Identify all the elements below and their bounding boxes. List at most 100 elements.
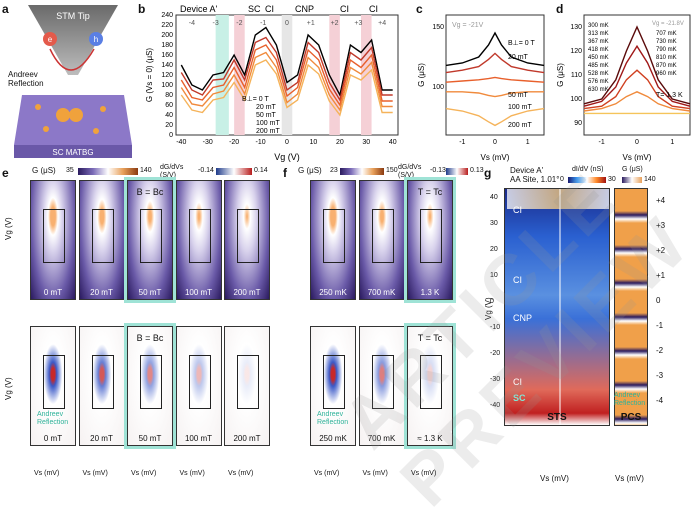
site-label: AA Site, 1.01° [510, 175, 560, 184]
tick-label: -1 [599, 139, 605, 146]
derivative-map: ≈ 1.3 K T = Tc [404, 323, 456, 449]
sts-label: STS [547, 412, 567, 423]
dg-colorbar-label: dG/dVs (S/V) [398, 164, 422, 179]
g-colorbar [622, 177, 642, 183]
map-label: 0 mT [43, 434, 63, 443]
legend-field: 200 mT [508, 122, 532, 129]
map-label: 20 mT [90, 434, 113, 443]
panel-b-letter: b [138, 2, 146, 16]
temp-label: 810 mK [656, 55, 677, 61]
x-axis-label: Vs (mV) [362, 470, 388, 477]
series-line [446, 91, 544, 98]
map-label: 1.3 K [420, 288, 440, 297]
dg-colorbar [216, 168, 252, 175]
roi-box [140, 209, 162, 263]
ci-label: CI [369, 5, 378, 14]
electron-icon [43, 32, 57, 46]
cooper-pair-icon [69, 108, 83, 122]
x-axis-label: Vs (mV) [623, 153, 652, 162]
tick-label: 40 [165, 112, 173, 119]
tick-label: 120 [570, 48, 582, 55]
legend-field: 20 mT [256, 104, 277, 111]
tip-label: STM Tip [56, 11, 90, 21]
series-line [445, 31, 545, 67]
g-colorbar-label: G (μS) [298, 166, 322, 175]
critical-label: T = Tc [417, 187, 443, 197]
substrate-base [14, 145, 132, 158]
tick-label: 100 [161, 82, 173, 89]
tick-label: 60 [165, 102, 173, 109]
panel-c-chart: Vg = -21V B⊥= 0 T 20 mT 50 mT 100 mT 200… [417, 14, 545, 162]
conductance-map: 200 mT [224, 180, 270, 300]
dg-colorbar-label: dG/dVs (S/V) [160, 164, 184, 179]
roi-box [371, 209, 394, 263]
cnp-label: CNP [513, 313, 533, 323]
panel-c-letter: c [416, 2, 423, 16]
roi-box [91, 209, 114, 263]
roi-box [420, 355, 442, 409]
tick-label: 1 [526, 139, 530, 146]
map-label: 700 mK [367, 288, 396, 297]
y-axis-label: G (Vs = 0) (μS) [145, 48, 154, 103]
map-label: 200 mT [233, 288, 261, 297]
device-label: Device A' [180, 5, 218, 14]
tick-label: 220 [161, 22, 173, 29]
nu-tick: -2 [656, 346, 664, 355]
tick-label: 0 [635, 139, 639, 146]
pcs-map: PCS [614, 188, 648, 426]
x-axis-label: Vs (mV) [131, 470, 157, 477]
series-line [180, 59, 393, 117]
derivative-map: 100 mT [175, 326, 222, 446]
x-axis-label: Vs (mV) [411, 470, 437, 477]
roi-box [237, 355, 259, 409]
tick-label: 150 [432, 24, 444, 31]
legend-field: 200 mT [256, 128, 280, 135]
tick-label: 160 [161, 52, 173, 59]
roi-box [371, 355, 394, 409]
x-axis-label: Vs (mV) [540, 474, 569, 483]
x-axis-label: Vs (mV) [481, 153, 510, 162]
svg-text:e: e [48, 35, 53, 44]
tick-label: 100 [570, 96, 582, 103]
tick-label: 100 [432, 84, 444, 91]
x-axis-label: Vs (mV) [615, 474, 644, 483]
tick-label: 20 [336, 139, 344, 146]
tick-label: 120 [161, 72, 173, 79]
nu-tick: 0 [285, 20, 289, 27]
roi-box [323, 355, 345, 409]
tmax-label: T= 1.3 K [656, 92, 683, 99]
roi-box [237, 209, 259, 263]
series-line [180, 36, 393, 102]
sc-label: SC [248, 5, 261, 14]
tick-label: 130 [570, 24, 582, 31]
tick-label: 40 [389, 139, 397, 146]
legend-field: B⊥= 0 T [508, 40, 536, 47]
map-label: 250 mK [319, 434, 347, 443]
nu-tick: -4 [656, 396, 664, 405]
cnp-band [281, 15, 293, 135]
svg-text:h: h [94, 35, 98, 44]
tick-label: 0 [490, 298, 494, 305]
g-colorbar [340, 168, 384, 175]
andreev-label: Andreev Reflection [37, 411, 69, 426]
map-label: 250 mK [319, 288, 347, 297]
nu-tick: -1 [260, 20, 266, 27]
roi-box [91, 355, 114, 409]
conductance-map: 250 mK [310, 180, 356, 300]
temp-label: 485 mK [588, 63, 609, 69]
nu-tick: +1 [656, 271, 666, 280]
vg-label: Vg = -21.8V [652, 21, 684, 27]
temp-label: 418 mK [588, 47, 609, 53]
series-line [180, 51, 393, 112]
tick-label: -10 [490, 324, 501, 331]
ci-label: CI [340, 5, 349, 14]
nu-tick: +3 [656, 221, 666, 230]
series-line [180, 26, 393, 98]
legend-field: 50 mT [508, 92, 529, 99]
substrate-label: SC MATBG [52, 148, 93, 157]
roi-box [323, 209, 345, 263]
y-axis-label: G (μS) [417, 63, 426, 87]
nu-tick: +2 [331, 20, 339, 27]
tick-label: 20 [165, 122, 173, 129]
tick-label: 10 [490, 272, 498, 279]
